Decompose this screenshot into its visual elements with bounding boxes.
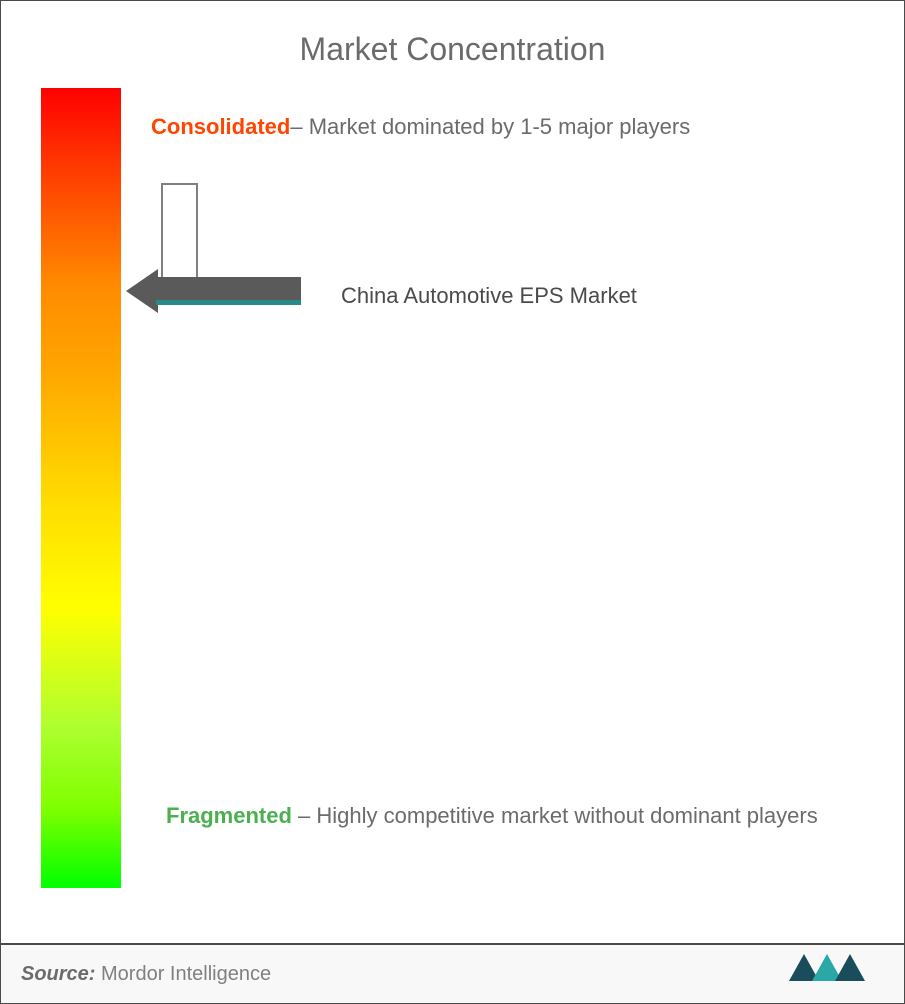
consolidated-highlight: Consolidated (151, 114, 290, 139)
callout-connector-2 (196, 183, 198, 278)
concentration-gradient-bar (41, 88, 121, 888)
content-area: Consolidated– Market dominated by 1-5 ma… (1, 88, 904, 908)
mordor-logo-icon (784, 946, 874, 991)
footer-bar: Source: Mordor Intelligence (1, 943, 904, 1003)
consolidated-text: – Market dominated by 1-5 major players (290, 114, 690, 139)
market-name-label: China Automotive EPS Market (341, 283, 637, 309)
source-label: Source: (21, 963, 95, 985)
fragmented-highlight: Fragmented (166, 803, 292, 828)
fragmented-text: – Highly competitive market without domi… (292, 803, 818, 828)
fragmented-description: Fragmented – Highly competitive market w… (166, 788, 818, 843)
source-attribution: Source: Mordor Intelligence (21, 963, 271, 986)
callout-connector-h (161, 183, 198, 185)
arrow-body (156, 277, 301, 305)
callout-connector-1 (161, 183, 163, 278)
consolidated-description: Consolidated– Market dominated by 1-5 ma… (151, 103, 690, 151)
arrow-head-icon (126, 269, 158, 313)
infographic-container: Market Concentration Consolidated– Marke… (0, 0, 905, 1004)
chart-title: Market Concentration (1, 1, 904, 88)
market-position-arrow (126, 273, 301, 309)
source-value: Mordor Intelligence (95, 963, 271, 985)
